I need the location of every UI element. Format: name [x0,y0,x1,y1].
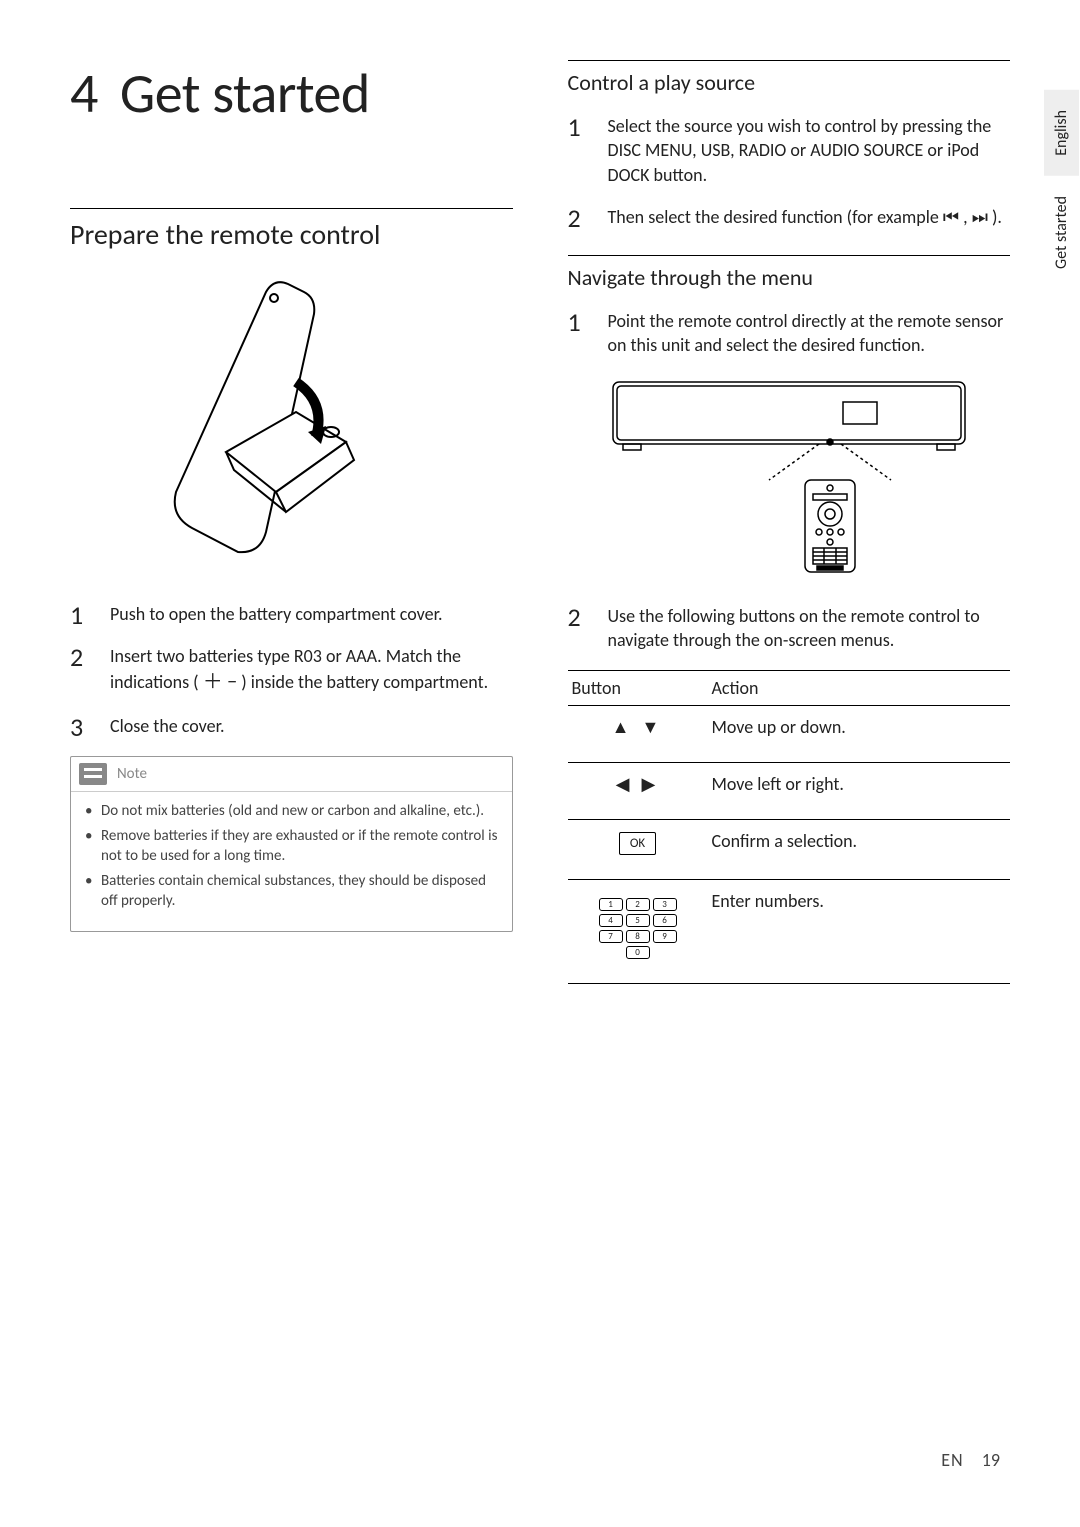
table-row: ▲ ▼ Move up or down. [568,706,1011,763]
table-row: ◀ ▶ Move left or right. [568,763,1011,820]
nav-step-2: 2Use the following buttons on the remote… [568,604,1011,653]
ok-button-icon: OK [619,832,656,855]
note-icon [79,763,107,785]
th-action: Action [708,671,1011,706]
step-3: 3Close the cover. [70,714,513,738]
cs-step-2: 2Then select the desired function (for e… [568,205,1011,229]
th-button: Button [568,671,708,706]
section-rule-2 [568,60,1011,61]
step-1-text: Push to open the battery compartment cov… [110,603,443,625]
footer-page: 19 [982,1449,1000,1471]
right-column: Control a play source 1 Select the sourc… [568,60,1011,984]
cs-step-1-text: Select the source you wish to control by… [608,115,992,186]
section-rule-3 [568,255,1011,256]
cs-step-1: 1 Select the source you wish to control … [568,114,1011,187]
control-source-steps: 1 Select the source you wish to control … [568,114,1011,229]
remote-illustration [146,272,436,572]
navigate-steps-1: 1Point the remote control directly at th… [568,309,1011,358]
side-tabs: English Get started [1044,90,1080,289]
step-1: 1Push to open the battery compartment co… [70,602,513,626]
footer-lang: EN [941,1449,963,1471]
left-column: 4 Get started Prepare the remote control [70,60,513,984]
nav-step-2-text: Use the following buttons on the remote … [608,605,980,651]
subsection-navigate: Navigate through the menu [568,264,1011,291]
step-3-text: Close the cover. [110,715,225,737]
section-rule [70,208,513,209]
tab-section: Get started [1044,176,1079,289]
table-row: 123 456 789 0 Enter numbers. [568,880,1011,984]
section-title-prepare: Prepare the remote control [70,217,513,252]
action-cell: Enter numbers. [708,880,1011,984]
note-header: Note [71,757,512,791]
chapter-number: 4 [70,60,98,128]
step-2-text: Insert two batteries type R03 or AAA. Ma… [110,645,488,692]
button-action-table: Button Action ▲ ▼ Move up or down. ◀ ▶ M… [568,670,1011,984]
action-cell: Move left or right. [708,763,1011,820]
note-box: Note Do not mix batteries (old and new o… [70,756,513,933]
chapter-title-text: Get started [120,60,370,128]
nav-step-1: 1Point the remote control directly at th… [568,309,1011,358]
updown-icon: ▲ ▼ [612,716,664,738]
cs-step-2-text: Then select the desired function (for ex… [608,206,1002,228]
note-item-3: Batteries contain chemical substances, t… [85,872,498,911]
device-illustration [609,376,969,576]
action-cell: Confirm a selection. [708,820,1011,880]
table-row: OK Confirm a selection. [568,820,1011,880]
polarity-icon: ＋ − [203,670,237,694]
page-footer: EN 19 [941,1449,1000,1471]
action-cell: Move up or down. [708,706,1011,763]
chapter-title: 4 Get started [70,60,513,128]
navigate-steps-2: 2Use the following buttons on the remote… [568,604,1011,653]
numpad-icon: 123 456 789 0 [599,898,677,959]
prepare-steps: 1Push to open the battery compartment co… [70,602,513,738]
subsection-control-source: Control a play source [568,69,1011,96]
note-item-1: Do not mix batteries (old and new or car… [85,802,498,822]
note-label: Note [117,765,147,783]
tab-language: English [1044,90,1079,176]
step-2: 2 Insert two batteries type R03 or AAA. … [70,644,513,695]
leftright-icon: ◀ ▶ [616,773,660,795]
nav-step-1-text: Point the remote control directly at the… [608,310,1004,356]
note-item-2: Remove batteries if they are exhausted o… [85,827,498,866]
note-body: Do not mix batteries (old and new or car… [71,791,512,932]
